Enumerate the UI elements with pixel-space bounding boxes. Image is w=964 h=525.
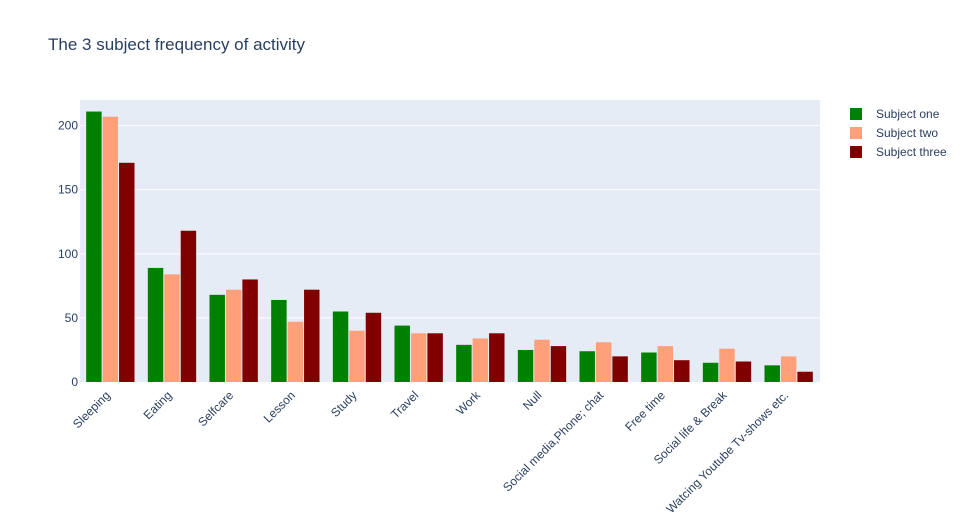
y-tick-label: 0 (71, 375, 78, 389)
legend-item[interactable]: Subject two (850, 126, 938, 140)
y-tick-label: 50 (65, 311, 79, 325)
bar-subject-three-11[interactable] (797, 371, 813, 382)
legend-swatch (850, 108, 862, 120)
bar-subject-three-5[interactable] (427, 333, 443, 382)
bar-subject-one-8[interactable] (579, 351, 595, 382)
bar-subject-three-9[interactable] (674, 360, 690, 382)
y-tick-label: 200 (58, 119, 78, 133)
bar-subject-one-1[interactable] (147, 267, 164, 382)
bar-subject-two-7[interactable] (534, 339, 550, 382)
bar-subject-two-0[interactable] (102, 116, 119, 382)
legend-item[interactable]: Subject three (850, 145, 947, 159)
legend-label: Subject one (876, 107, 940, 121)
bar-subject-three-1[interactable] (180, 230, 197, 382)
bar-subject-three-7[interactable] (550, 346, 567, 382)
bar-subject-two-10[interactable] (719, 348, 735, 382)
legend-label: Subject three (876, 145, 947, 159)
bar-subject-two-2[interactable] (225, 289, 242, 382)
chart-title: The 3 subject frequency of activity (48, 35, 306, 54)
legend-swatch (850, 146, 862, 158)
bar-subject-one-6[interactable] (456, 344, 472, 382)
bar-subject-two-9[interactable] (657, 346, 674, 382)
bar-subject-two-8[interactable] (595, 342, 612, 382)
bar-subject-two-6[interactable] (472, 338, 489, 382)
bar-subject-three-6[interactable] (489, 333, 505, 382)
legend-item[interactable]: Subject one (850, 107, 940, 121)
bar-subject-two-3[interactable] (287, 321, 304, 382)
bar-subject-three-8[interactable] (612, 356, 628, 382)
legend[interactable]: Subject one Subject two Subject three (850, 107, 947, 159)
bar-subject-one-7[interactable] (517, 349, 534, 382)
bar-subject-one-4[interactable] (332, 311, 349, 383)
bar-subject-two-5[interactable] (410, 333, 427, 382)
bar-subject-one-11[interactable] (764, 365, 780, 382)
bar-subject-three-3[interactable] (304, 289, 320, 382)
bar-subject-one-3[interactable] (271, 299, 287, 382)
y-tick-label: 150 (58, 183, 78, 197)
bar-subject-one-0[interactable] (86, 111, 102, 382)
bar-subject-three-2[interactable] (242, 279, 258, 382)
bar-subject-three-4[interactable] (365, 312, 382, 382)
legend-swatch (850, 127, 862, 139)
y-tick-label: 100 (58, 247, 78, 261)
y-axis: 0 50 100 150 200 (58, 119, 78, 389)
legend-label: Subject two (876, 126, 938, 140)
bar-subject-two-11[interactable] (780, 356, 797, 382)
bar-subject-one-10[interactable] (702, 362, 719, 382)
bars-group (86, 111, 813, 383)
bar-subject-two-4[interactable] (349, 330, 365, 382)
gridlines (80, 125, 820, 319)
bar-subject-three-0[interactable] (119, 162, 135, 382)
bar-subject-one-2[interactable] (209, 294, 225, 382)
bar-subject-one-9[interactable] (641, 352, 657, 382)
plot-area (80, 100, 820, 382)
bar-subject-three-10[interactable] (735, 361, 752, 382)
bar-subject-one-5[interactable] (394, 325, 410, 382)
bar-subject-two-1[interactable] (164, 274, 180, 382)
